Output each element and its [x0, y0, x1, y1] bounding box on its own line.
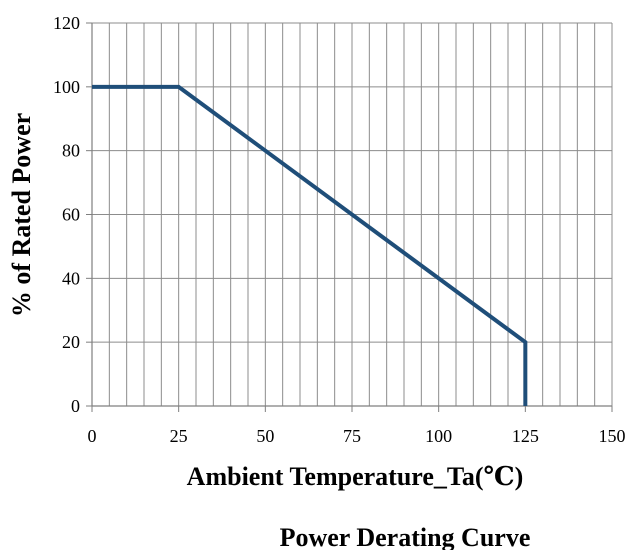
tick-labels: 0 20 40 60 80 100 120 0 25 50 75 100 125 150: [53, 13, 626, 446]
grid: [92, 22, 613, 406]
x-tick-label: 75: [343, 426, 361, 446]
y-tick-label: 0: [71, 396, 80, 416]
chart-title: Power Derating Curve: [280, 523, 531, 550]
x-axis-title: Ambient Temperature_Ta(℃): [187, 462, 524, 491]
series-layer: [92, 84, 528, 406]
y-tick-label: 100: [53, 77, 80, 97]
axes: [86, 22, 613, 412]
x-tick-label: 100: [425, 426, 452, 446]
y-tick-label: 80: [62, 141, 80, 161]
x-tick-label: 125: [512, 426, 539, 446]
y-tick-label: 20: [62, 332, 80, 352]
x-tick-label: 50: [256, 426, 274, 446]
y-tick-label: 40: [62, 268, 80, 288]
x-tick-label: 0: [88, 426, 97, 446]
y-tick-label: 60: [62, 205, 80, 225]
derating-line: [92, 84, 528, 406]
y-tick-label: 120: [53, 13, 80, 33]
x-tick-label: 25: [170, 426, 188, 446]
y-axis-title: % of Rated Power: [7, 113, 36, 317]
x-tick-label: 150: [599, 426, 626, 446]
